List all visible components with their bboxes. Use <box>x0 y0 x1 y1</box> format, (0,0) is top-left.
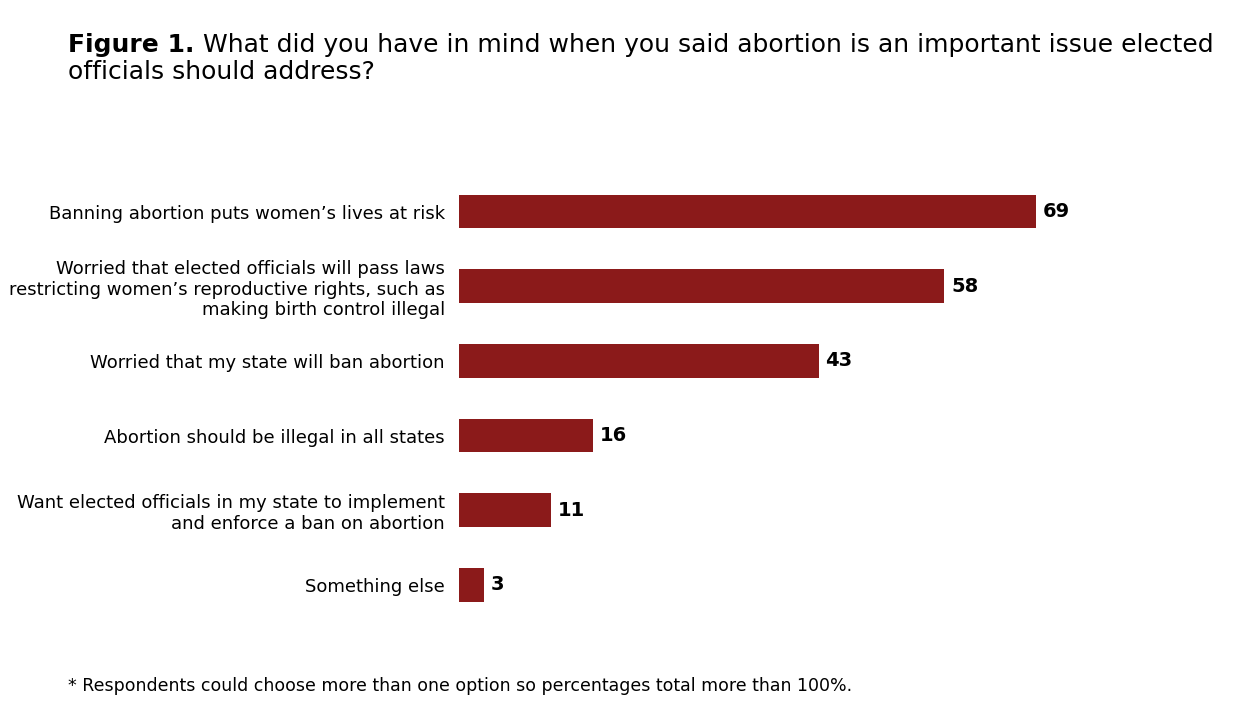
Text: Figure 1.: Figure 1. <box>68 33 195 56</box>
Text: 3: 3 <box>491 576 505 594</box>
Bar <box>459 568 484 602</box>
Text: * Respondents could choose more than one option so percentages total more than 1: * Respondents could choose more than one… <box>68 677 852 695</box>
Text: What did you have in mind when you said abortion is an important issue elected: What did you have in mind when you said … <box>195 33 1213 56</box>
Text: 69: 69 <box>1043 202 1070 221</box>
Text: 16: 16 <box>599 426 626 445</box>
Bar <box>459 269 945 303</box>
Text: 11: 11 <box>558 501 585 520</box>
Bar <box>459 493 551 527</box>
Text: officials should address?: officials should address? <box>68 60 374 84</box>
Bar <box>459 195 1037 228</box>
Bar <box>459 344 818 378</box>
Bar <box>459 418 593 452</box>
Text: 43: 43 <box>826 351 853 371</box>
Text: 58: 58 <box>951 277 978 295</box>
